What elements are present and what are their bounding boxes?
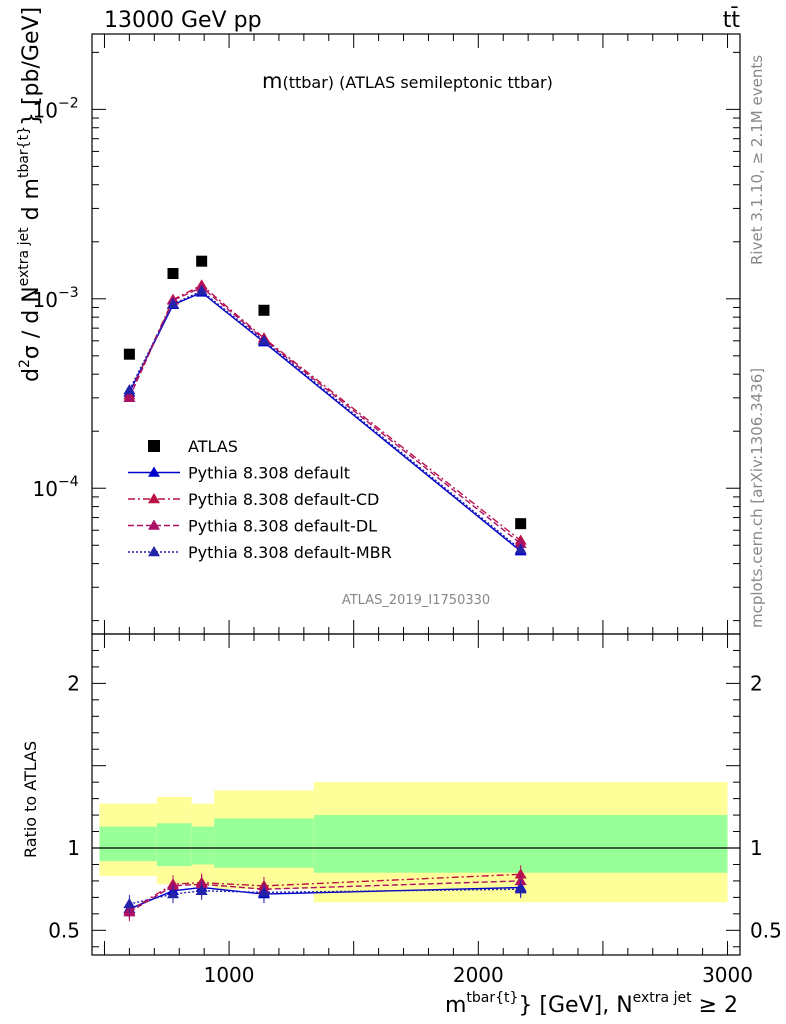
series-marker-3	[167, 297, 179, 309]
series-line-3	[128, 290, 522, 551]
legend: ATLAS Pythia 8.308 default Pythia 8.308 de…	[128, 437, 392, 562]
series-line-0	[128, 291, 522, 552]
series-marker-3	[514, 543, 527, 554]
ratio-y-tick-label: 1	[67, 836, 80, 860]
series-marker-2	[514, 537, 527, 548]
rivet-label: Rivet 3.1.10, ≥ 2.1M events	[748, 55, 766, 265]
plot-title: m(ttbar) (ATLAS semileptonic ttbar)	[262, 69, 553, 93]
legend-atlas-label: ATLAS	[188, 437, 238, 456]
y-axis-label-main: d2σ / d Nextra jet d mtbar{t}} [pb/GeV]	[16, 7, 44, 382]
main-plot: 10−410−310−2	[33, 33, 741, 635]
green-band-2	[191, 826, 215, 865]
ratio-marker-3	[514, 883, 527, 894]
ratio-y-tick-label-right: 0.5	[750, 918, 782, 942]
atlas-data-point	[258, 304, 270, 316]
x-tick-label: 3000	[702, 963, 753, 987]
series-marker-2	[123, 391, 136, 403]
legend-atlas-marker	[148, 440, 160, 452]
ratio-marker-3	[257, 886, 270, 897]
ratio-marker-2	[167, 879, 179, 891]
atlas-data-point	[123, 348, 135, 360]
y-tick-label-exp: −3	[58, 285, 79, 301]
legend-label-1: Pythia 8.308 default-CD	[188, 490, 379, 509]
ratio-line-2	[129, 880, 521, 913]
ratio-y-tick-label: 2	[67, 671, 80, 695]
green-band-1	[156, 823, 192, 867]
ratio-marker-2	[514, 874, 527, 886]
y-tick-label-exp: −4	[58, 474, 79, 490]
legend-marker-2	[148, 519, 160, 530]
header-right: tt̄	[723, 7, 741, 33]
legend-marker-0	[148, 466, 160, 477]
series-marker-3	[257, 334, 270, 346]
ratio-marker-3	[167, 888, 179, 899]
atlas-data-point	[196, 255, 208, 267]
ratio-y-tick-label-right: 2	[750, 671, 763, 695]
green-band-4	[313, 815, 728, 873]
y-tick-label: 10	[33, 288, 58, 312]
ratio-marker-3	[195, 884, 208, 895]
legend-label-0: Pythia 8.308 default	[188, 464, 350, 483]
ratio-y-tick-label: 0.5	[48, 918, 80, 942]
watermark: ATLAS_2019_I1750330	[342, 593, 490, 608]
legend-label-3: Pythia 8.308 default-MBR	[188, 543, 392, 562]
series-marker-3	[123, 384, 136, 395]
y-tick-label: 10	[33, 98, 58, 122]
legend-label-2: Pythia 8.308 default-DL	[188, 517, 377, 536]
ratio-plot: 1000 2000 3000 0.5 0.5 1 1 2 2	[48, 633, 782, 987]
header-left: 13000 GeV pp	[104, 8, 262, 33]
ratio-y-tick-label-right: 1	[750, 836, 763, 860]
mcplots-label: mcplots.cern.ch [arXiv:1306.3436]	[748, 368, 766, 628]
plot-title-sub: (ttbar) (ATLAS semileptonic ttbar)	[282, 73, 552, 92]
plot-title-main: m	[262, 69, 282, 93]
legend-marker-3	[148, 546, 160, 557]
x-axis-label: mtbar{t}} [GeV], Nextra jet ≥ 2	[445, 990, 738, 1018]
ratio-marker-3	[123, 897, 136, 909]
atlas-data-point	[515, 518, 527, 530]
green-band-0	[99, 826, 157, 862]
green-band-3	[214, 818, 314, 868]
legend-marker-1	[148, 493, 160, 504]
y-tick-label: 10	[33, 477, 58, 501]
atlas-data-point	[167, 268, 179, 280]
y-tick-label-exp: −2	[58, 95, 79, 111]
y-axis-label-ratio: Ratio to ATLAS	[21, 741, 40, 858]
x-tick-label: 1000	[204, 963, 255, 987]
series-marker-3	[195, 284, 208, 296]
x-tick-label: 2000	[453, 963, 504, 987]
ratio-frame	[91, 633, 741, 956]
